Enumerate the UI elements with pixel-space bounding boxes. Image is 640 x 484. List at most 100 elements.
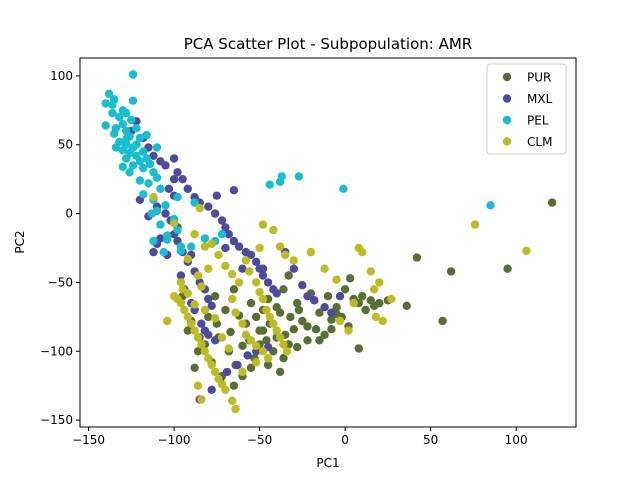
data-point	[144, 179, 153, 188]
data-point	[152, 143, 162, 152]
data-point	[258, 326, 268, 335]
data-point	[149, 236, 158, 246]
data-point	[142, 130, 151, 140]
data-point	[101, 121, 110, 130]
data-point	[263, 354, 273, 363]
data-point	[252, 341, 261, 350]
data-point	[229, 186, 239, 195]
data-point	[145, 159, 155, 169]
data-point	[210, 336, 220, 345]
data-point	[118, 119, 128, 129]
data-point	[207, 301, 216, 310]
data-point	[293, 342, 302, 352]
data-point	[178, 175, 187, 184]
data-point	[320, 264, 329, 273]
data-point	[197, 340, 206, 349]
legend-label: MXL	[527, 92, 553, 106]
data-point	[298, 281, 307, 290]
data-point	[210, 314, 220, 323]
data-point	[161, 161, 170, 170]
data-point	[265, 312, 274, 322]
data-point	[200, 242, 210, 251]
data-point	[204, 312, 213, 322]
data-point	[190, 198, 199, 207]
points-layer	[101, 70, 557, 414]
data-point	[303, 336, 312, 345]
data-point	[214, 250, 223, 260]
data-point	[128, 96, 138, 105]
data-point	[522, 246, 531, 255]
data-point	[258, 347, 268, 356]
data-point	[204, 330, 213, 339]
data-point	[327, 315, 336, 324]
data-point	[128, 161, 138, 170]
y-tick-label: −100	[40, 344, 73, 358]
data-point	[269, 225, 278, 235]
data-point	[176, 278, 186, 287]
legend-label: PUR	[527, 71, 551, 85]
data-point	[255, 287, 264, 297]
data-point	[169, 219, 179, 228]
data-point	[323, 292, 333, 301]
data-point	[152, 173, 162, 182]
data-point	[246, 250, 256, 260]
data-point	[231, 308, 240, 317]
y-tick-label: −50	[48, 275, 73, 289]
data-point	[387, 294, 396, 304]
data-point	[246, 298, 256, 308]
data-point	[176, 271, 186, 280]
data-point	[234, 242, 244, 251]
data-point	[132, 124, 141, 133]
data-point	[358, 247, 367, 257]
data-point	[195, 203, 204, 213]
y-tick-label: −150	[40, 413, 73, 427]
data-point	[303, 322, 312, 331]
data-point	[366, 267, 375, 276]
data-point	[262, 305, 271, 315]
data-point	[228, 396, 237, 405]
x-tick-label: 100	[505, 433, 528, 447]
legend-label: CLM	[527, 135, 552, 149]
data-point	[204, 264, 213, 273]
data-point	[371, 312, 381, 322]
data-point	[346, 274, 355, 283]
data-point	[135, 176, 145, 185]
data-point	[231, 404, 240, 414]
data-point	[187, 242, 196, 251]
data-point	[255, 243, 264, 253]
data-point	[340, 285, 350, 294]
data-point	[229, 285, 239, 294]
data-point	[275, 242, 285, 251]
data-point	[279, 340, 288, 349]
data-point	[115, 113, 124, 122]
data-point	[139, 190, 148, 199]
data-point	[190, 230, 199, 239]
data-point	[224, 230, 233, 239]
data-point	[163, 316, 172, 326]
x-tick-label: −100	[158, 433, 191, 447]
data-point	[263, 360, 273, 370]
data-point	[354, 344, 363, 353]
data-point	[193, 381, 203, 390]
y-axis-label: PC2	[13, 230, 27, 253]
data-point	[187, 319, 196, 328]
data-point	[438, 316, 447, 326]
data-point	[229, 236, 239, 246]
series-pur	[178, 198, 557, 390]
data-point	[147, 209, 156, 218]
data-point	[135, 157, 145, 166]
data-point	[125, 168, 134, 177]
chart-title: PCA Scatter Plot - Subpopulation: AMR	[184, 35, 472, 53]
data-point	[344, 326, 353, 335]
legend-marker	[502, 72, 512, 82]
data-point	[210, 209, 220, 218]
data-point	[217, 216, 227, 225]
data-point	[221, 385, 230, 394]
data-point	[221, 261, 230, 271]
data-point	[178, 285, 187, 294]
data-point	[161, 201, 170, 210]
data-point	[503, 264, 512, 273]
data-point	[128, 70, 138, 79]
data-point	[135, 133, 145, 143]
